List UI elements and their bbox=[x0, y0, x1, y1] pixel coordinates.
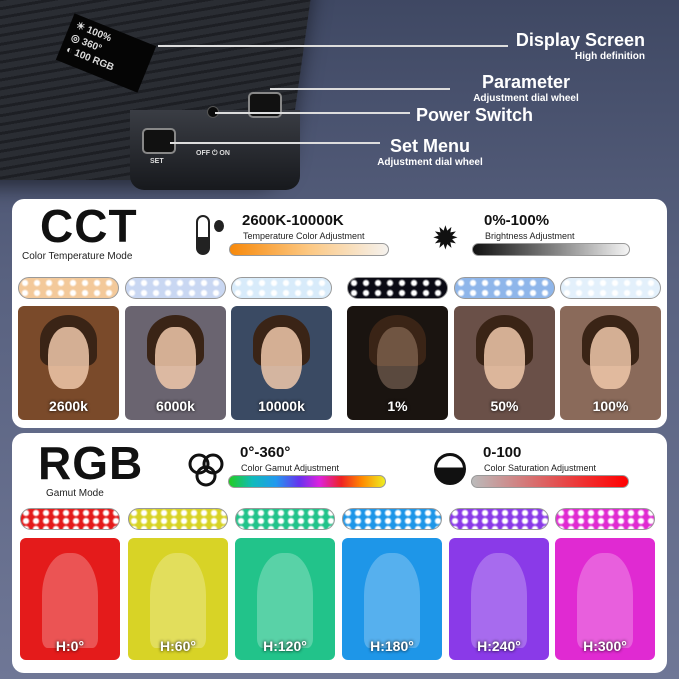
brightness-bar bbox=[472, 243, 630, 256]
parameter-dial[interactable] bbox=[248, 92, 282, 118]
portrait-face bbox=[155, 326, 196, 390]
saturation-bar bbox=[471, 475, 629, 488]
humidifier-tile: H:240° bbox=[449, 538, 549, 660]
tile-caption: H:120° bbox=[263, 638, 307, 654]
cct-title: CCT bbox=[40, 200, 138, 252]
tile-caption: H:0° bbox=[55, 638, 85, 654]
callout-parameter: Parameter Adjustment dial wheel bbox=[473, 72, 579, 104]
temp-dot-icon bbox=[214, 220, 224, 232]
brightness-range: 0%-100% bbox=[484, 212, 550, 229]
led-strip bbox=[347, 277, 448, 299]
humidifier-tile: H:120° bbox=[235, 538, 335, 660]
tile-caption: 6000k bbox=[156, 398, 195, 414]
set-label: SET bbox=[150, 158, 164, 165]
hue-label: Color Gamut Adjustment bbox=[241, 463, 340, 473]
led-strip bbox=[128, 508, 228, 530]
portrait-tile: 1% bbox=[347, 306, 448, 420]
temp-range: 2600K-10000K bbox=[242, 212, 344, 229]
humidifier-tile: H:60° bbox=[128, 538, 228, 660]
saturation-range: 0-100 bbox=[483, 444, 522, 461]
brightness-label: Brightness Adjustment bbox=[485, 231, 575, 241]
hue-range: 0°-360° bbox=[240, 444, 291, 461]
portrait-face bbox=[377, 326, 418, 390]
led-strip bbox=[560, 277, 661, 299]
cat-humidifier bbox=[150, 552, 206, 648]
led-strip bbox=[555, 508, 655, 530]
portrait-tile: 2600k bbox=[18, 306, 119, 420]
saturation-label: Color Saturation Adjustment bbox=[484, 463, 597, 473]
cat-humidifier bbox=[577, 552, 633, 648]
rgb-subtitle: Gamut Mode bbox=[46, 488, 104, 499]
set-dial[interactable] bbox=[142, 128, 176, 154]
tile-caption: H:180° bbox=[370, 638, 414, 654]
cct-subtitle: Color Temperature Mode bbox=[22, 251, 133, 262]
led-strip bbox=[18, 277, 119, 299]
led-strip bbox=[20, 508, 120, 530]
sun-icon: ✹ bbox=[432, 220, 459, 256]
portrait-face bbox=[484, 326, 525, 390]
tile-caption: H:240° bbox=[477, 638, 521, 654]
portrait-hair bbox=[369, 315, 426, 367]
portrait-face bbox=[261, 326, 302, 390]
led-strip bbox=[342, 508, 442, 530]
hue-bar bbox=[228, 475, 386, 488]
portrait-tile: 100% bbox=[560, 306, 661, 420]
tile-caption: 50% bbox=[490, 398, 519, 414]
portrait-face bbox=[590, 326, 631, 390]
humidifier-tile: H:180° bbox=[342, 538, 442, 660]
callout-power-switch: Power Switch bbox=[416, 105, 534, 125]
led-strip bbox=[125, 277, 226, 299]
led-strip bbox=[231, 277, 332, 299]
callout-set-menu: Set Menu Adjustment dial wheel bbox=[377, 136, 483, 168]
half-circle-icon bbox=[434, 453, 466, 485]
temp-label: Temperature Color Adjustment bbox=[243, 231, 365, 241]
tile-caption: 1% bbox=[387, 398, 408, 414]
callout-line bbox=[170, 142, 380, 144]
humidifier-tile: H:0° bbox=[20, 538, 120, 660]
led-strip bbox=[454, 277, 555, 299]
cat-humidifier bbox=[364, 552, 420, 648]
tile-caption: H:300° bbox=[583, 638, 627, 654]
rgb-title: RGB bbox=[38, 437, 144, 489]
power-label: OFF ⏻ ON bbox=[196, 150, 230, 157]
cat-humidifier bbox=[42, 552, 98, 648]
rgb-circles-icon bbox=[188, 453, 224, 487]
tile-caption: 2600k bbox=[49, 398, 88, 414]
callout-display-screen: Display Screen High definition bbox=[515, 30, 645, 62]
cat-humidifier bbox=[257, 552, 313, 648]
thermometer-icon bbox=[196, 215, 210, 255]
callout-line bbox=[270, 88, 450, 90]
tile-caption: H:60° bbox=[160, 638, 196, 654]
portrait-tile: 50% bbox=[454, 306, 555, 420]
cct-panel bbox=[12, 199, 667, 428]
callout-line bbox=[215, 112, 410, 114]
callout-line bbox=[158, 45, 508, 47]
cat-humidifier bbox=[471, 552, 527, 648]
temperature-bar bbox=[229, 243, 389, 256]
portrait-face bbox=[48, 326, 89, 390]
portrait-tile: 6000k bbox=[125, 306, 226, 420]
led-strip bbox=[235, 508, 335, 530]
portrait-tile: 10000k bbox=[231, 306, 332, 420]
humidifier-tile: H:300° bbox=[555, 538, 655, 660]
led-strip bbox=[449, 508, 549, 530]
tile-caption: 100% bbox=[592, 398, 629, 414]
tile-caption: 10000k bbox=[258, 398, 305, 414]
